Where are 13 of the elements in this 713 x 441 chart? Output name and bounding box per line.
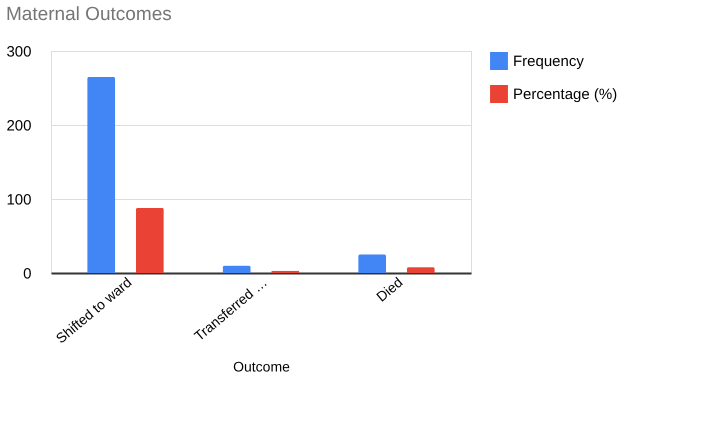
bar [222, 266, 251, 273]
legend-label: Percentage (%) [513, 86, 618, 103]
y-tick-label: 300 [6, 44, 32, 60]
x-axis-title: Outcome [233, 358, 290, 374]
bar [136, 208, 164, 273]
bar [406, 267, 435, 273]
y-tick-label: 200 [6, 118, 32, 134]
chart-title: Maternal Outcomes [6, 4, 172, 25]
y-tick-label: 100 [6, 192, 32, 208]
bar [87, 76, 116, 273]
bar [358, 254, 386, 273]
legend-label: Frequency [513, 53, 584, 70]
y-tick-label: 0 [23, 266, 32, 282]
